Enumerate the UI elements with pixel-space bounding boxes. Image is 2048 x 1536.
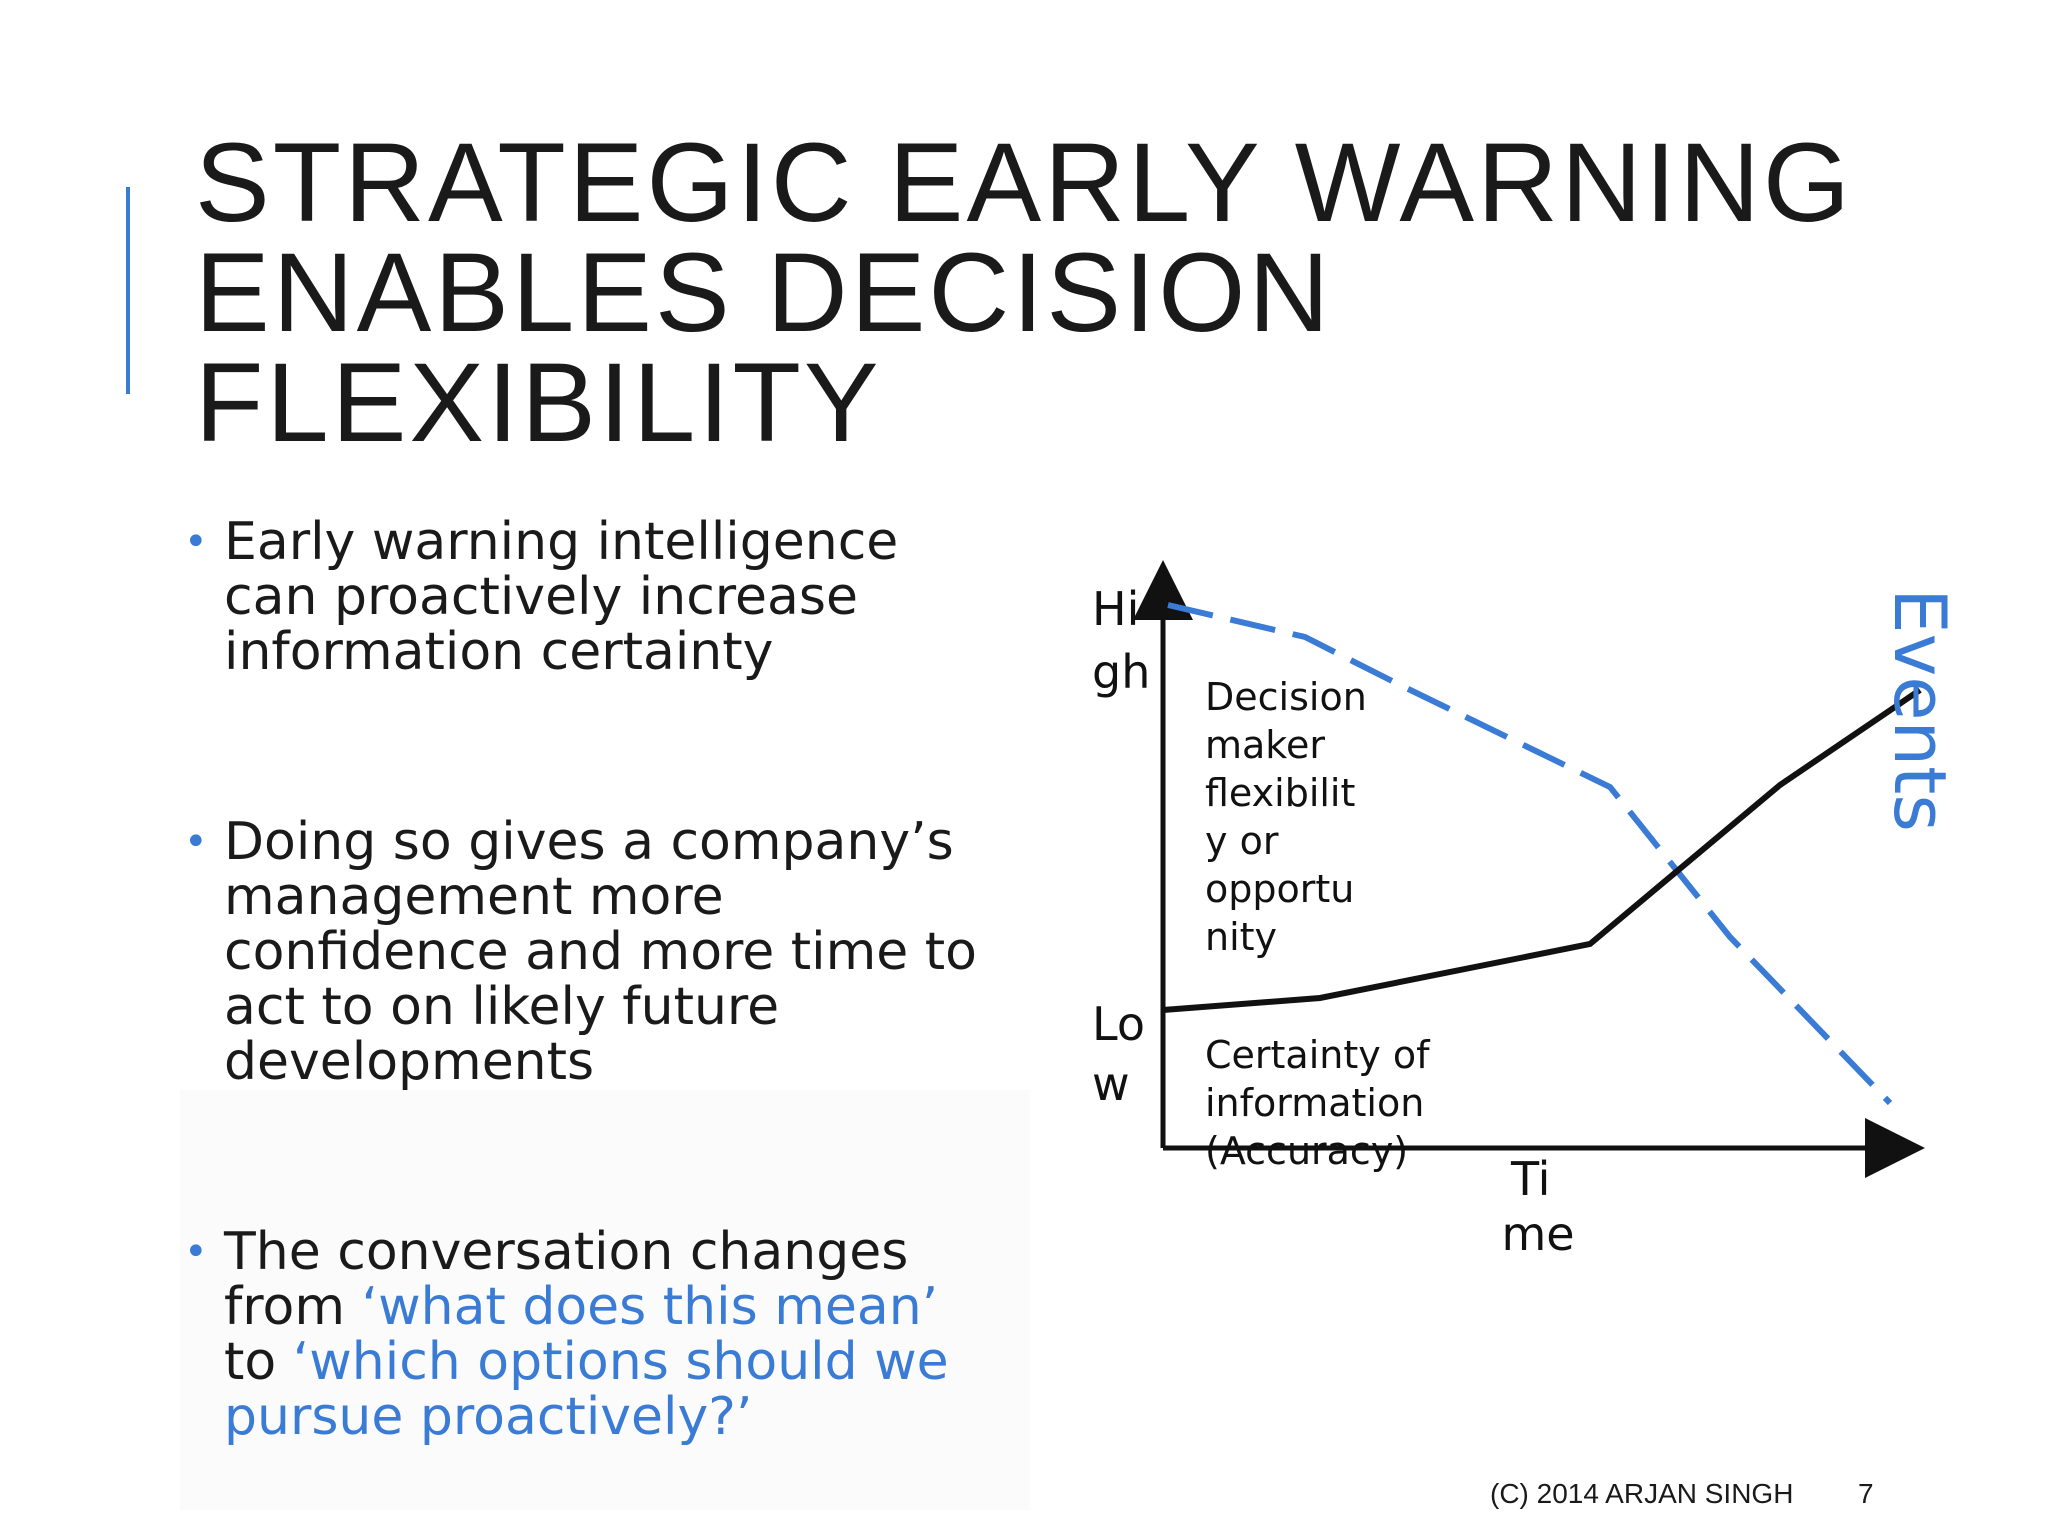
bullet-dot-icon: • xyxy=(184,819,208,865)
bullet-3-line-2-prefix: from xyxy=(224,1277,362,1337)
bullet-3-line-3: to ‘which options should we xyxy=(224,1335,949,1390)
events-label: Events xyxy=(1878,588,1962,832)
bullet-3-line-2: from ‘what does this mean’ xyxy=(224,1280,949,1335)
bullet-item-3: • The conversation changes from ‘what do… xyxy=(180,1225,949,1445)
certainty-label-line-1: Certainty of xyxy=(1205,1033,1431,1077)
y-axis-low-line-1: Lo xyxy=(1092,997,1145,1051)
bullet-2-line-5: developments xyxy=(224,1032,595,1092)
content-background xyxy=(180,1090,1030,1510)
slide-title: STRATEGIC EARLY WARNING ENABLES DECISION… xyxy=(195,120,2015,465)
bullet-3-quote-2: ‘which options should we xyxy=(292,1332,949,1392)
bullet-item-2: • Doing so gives a company’s management … xyxy=(180,815,977,1090)
footer-copyright: (C) 2014 ARJAN SINGH xyxy=(1490,1478,1794,1509)
bullet-dot-icon: • xyxy=(184,519,208,565)
certainty-label-line-2: information xyxy=(1205,1081,1424,1125)
flexibility-label-line-6: nity xyxy=(1205,915,1277,959)
bullet-item-1: • Early warning intelligence can proacti… xyxy=(180,515,898,680)
x-axis-label-line-2: me xyxy=(1501,1207,1574,1261)
certainty-label-line-3: (Accuracy) xyxy=(1205,1129,1408,1173)
title-line-2: ENABLES DECISION xyxy=(195,230,1333,355)
certainty-label: Certainty of information (Accuracy) xyxy=(1205,1033,1442,1173)
flexibility-label-line-1: Decision xyxy=(1205,675,1367,719)
bullet-2-line-4: act to on likely future xyxy=(224,977,780,1037)
y-axis-low-line-2: w xyxy=(1092,1057,1130,1111)
bullet-1-line-3: information certainty xyxy=(224,622,774,682)
title-line-1: STRATEGIC EARLY WARNING xyxy=(195,120,1853,245)
bullet-2-line-2: management more xyxy=(224,867,724,927)
flexibility-label-line-3: flexibilit xyxy=(1205,771,1355,815)
y-axis-high-line-2: gh xyxy=(1092,645,1150,699)
bullet-1-line-2: can proactively increase xyxy=(224,567,858,627)
title-accent-bar xyxy=(126,187,130,394)
footer-page-number: 7 xyxy=(1858,1478,1874,1509)
bullet-3-line-4: pursue proactively?’ xyxy=(224,1387,753,1447)
flexibility-label-line-5: opportu xyxy=(1205,867,1354,911)
title-line-3: FLEXIBILITY xyxy=(195,340,882,465)
x-axis-label: Ti me xyxy=(1501,1152,1574,1261)
bullet-2-line-3: confidence and more time to xyxy=(224,922,977,982)
y-axis-high-label: Hi gh xyxy=(1092,582,1154,699)
y-axis-high-line-1: Hi xyxy=(1092,582,1139,636)
certainty-solid-line xyxy=(1162,687,1922,1013)
bullet-3-line-1: The conversation changes xyxy=(224,1222,909,1282)
bullet-dot-icon: • xyxy=(184,1229,208,1275)
bullet-3-quote-1: ‘what does this mean’ xyxy=(361,1277,939,1337)
y-axis-low-label: Lo w xyxy=(1092,997,1160,1111)
flexibility-label-line-2: maker xyxy=(1205,723,1325,767)
bullet-1-line-1: Early warning intelligence xyxy=(224,512,899,572)
flexibility-label: Decision maker flexibilit y or opportu n… xyxy=(1205,675,1379,959)
flexibility-dashed-line xyxy=(1167,602,1893,1106)
bullet-2-line-1: Doing so gives a company’s xyxy=(224,812,954,872)
bullet-3-line-3-prefix: to xyxy=(224,1332,293,1392)
x-axis-label-line-1: Ti xyxy=(1510,1152,1550,1206)
flexibility-label-line-4: y or xyxy=(1205,819,1279,863)
